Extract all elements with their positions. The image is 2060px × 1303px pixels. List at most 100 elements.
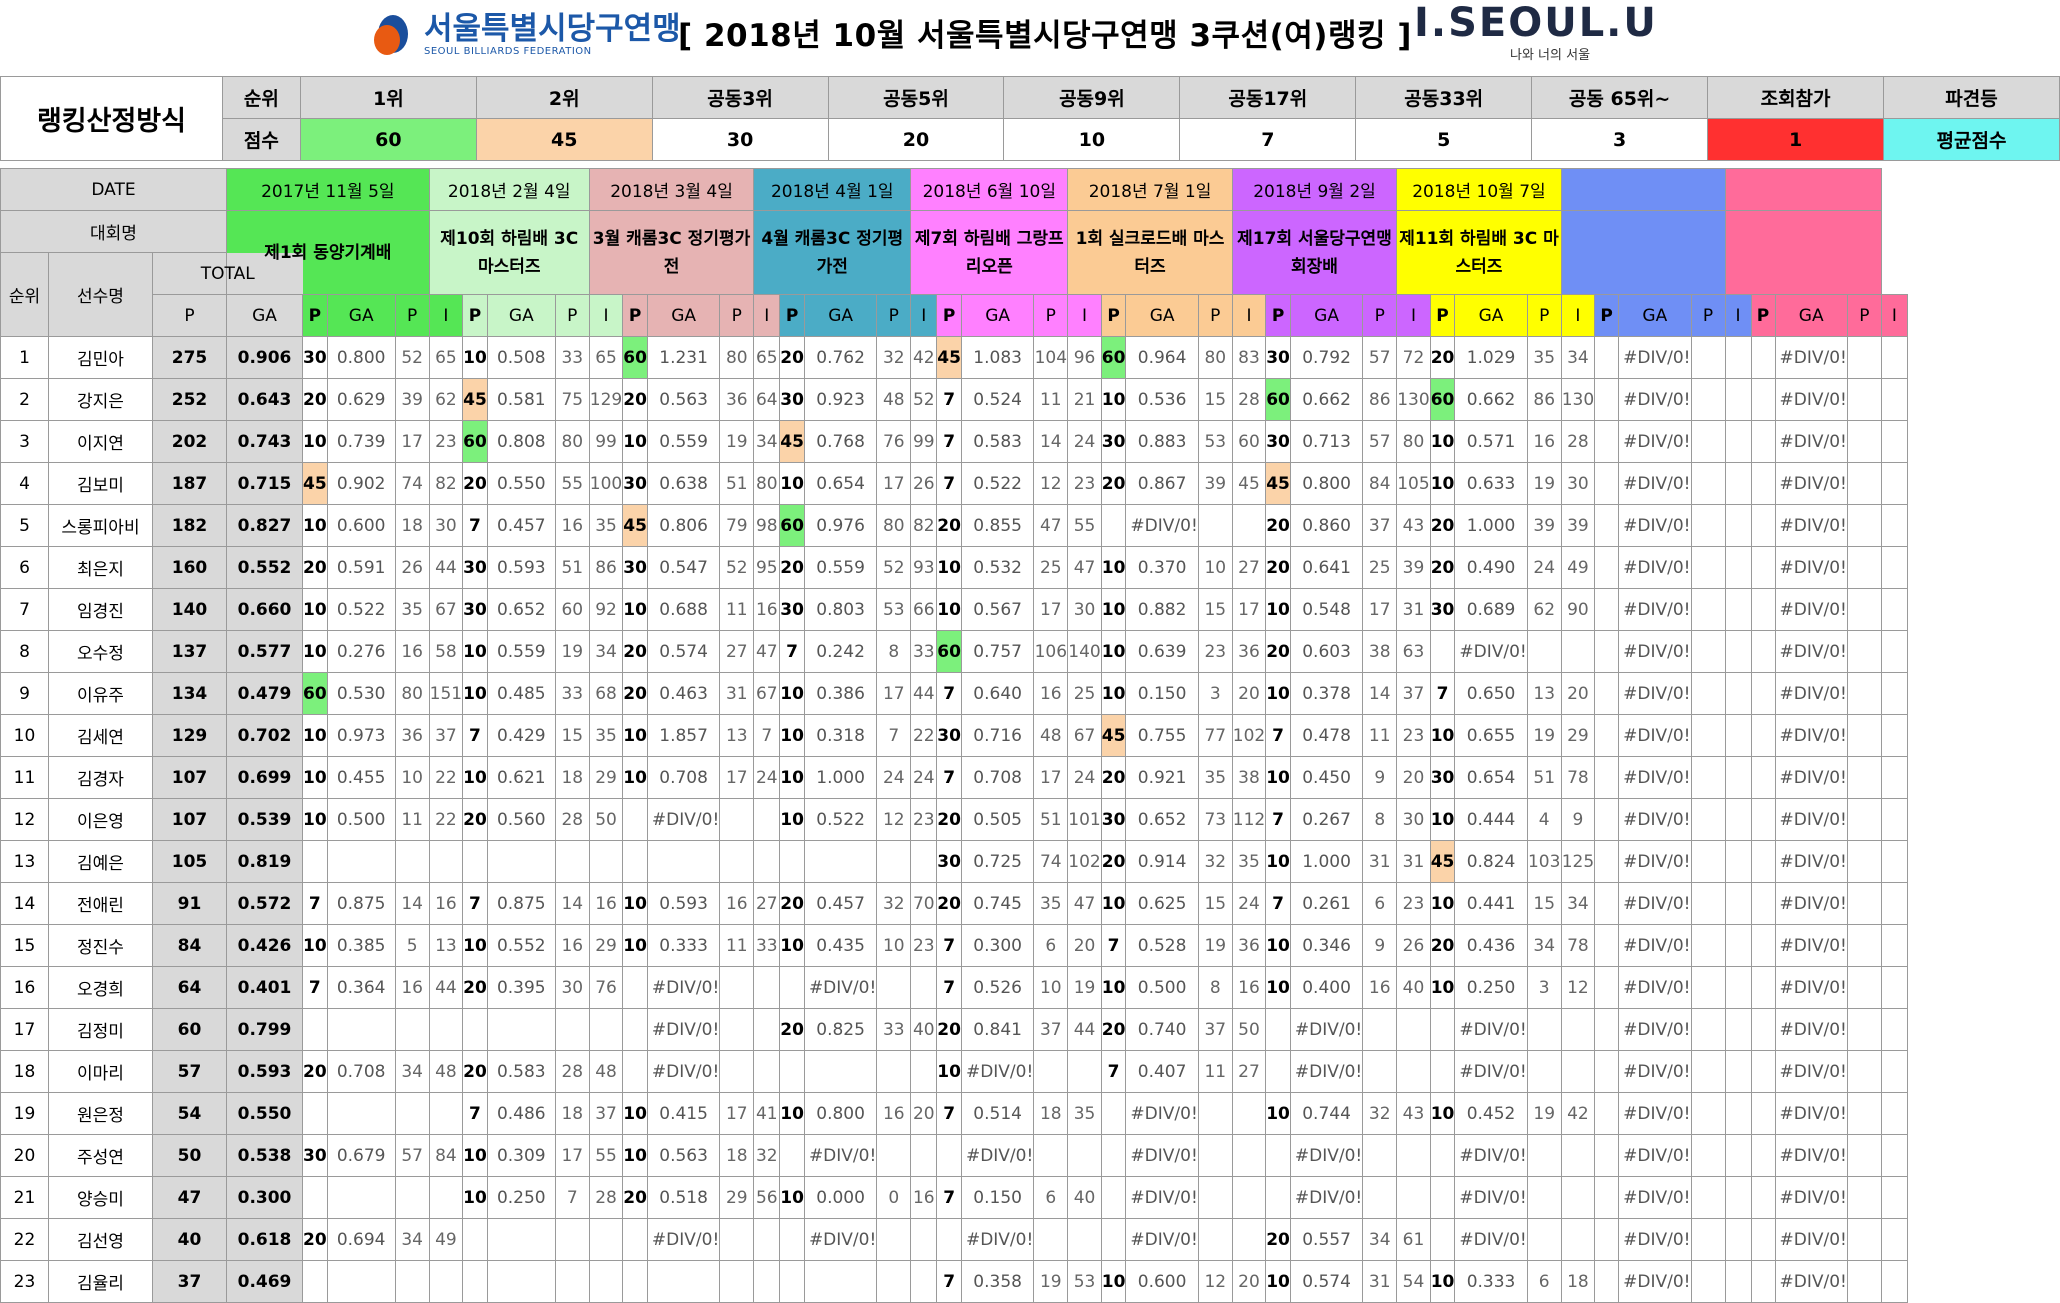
player-rank: 6 — [0, 546, 49, 589]
tournament-points: 30 — [779, 588, 805, 631]
tournament-ga: #DIV/0! — [1618, 756, 1692, 799]
total-ga: 0.469 — [226, 1260, 303, 1303]
tournament-points — [1594, 966, 1620, 1009]
player-name: 스롱피아비 — [48, 504, 153, 547]
tournament-score — [1846, 756, 1882, 799]
player-name: 이유주 — [48, 672, 153, 715]
tournament-innings: 31 — [1396, 588, 1431, 631]
page-title: [ 2018년 10월 서울특별시당구연맹 3쿠션(여)랭킹 ] — [678, 18, 1412, 54]
tournament-points: 10 — [1100, 630, 1127, 673]
tournament-points: 20 — [462, 798, 488, 841]
tournament-ga: 0.526 — [960, 966, 1035, 1009]
tournament-score — [1690, 1260, 1726, 1303]
tournament-points: 20 — [462, 966, 488, 1009]
tournament-score — [1690, 462, 1726, 505]
tournament-ga: 0.633 — [1454, 462, 1528, 505]
tournament-innings: 44 — [428, 546, 464, 589]
tournament-ga: #DIV/0! — [1774, 504, 1848, 547]
tournament-innings: 12 — [1560, 966, 1596, 1009]
tournament-ga: 0.755 — [1125, 714, 1199, 757]
tournament-points: 10 — [1100, 1260, 1127, 1303]
tournament-ga: 0.452 — [1454, 1092, 1528, 1135]
tournament-score: 30 — [554, 966, 590, 1009]
tournament-innings: 28 — [588, 1176, 624, 1219]
tournament-innings — [753, 1008, 781, 1051]
table-row: 21 양승미 47 0.300 10 0.250 7 28 20 0.518 29 56 10 0.000… — [0, 1176, 1908, 1219]
total-ga: 0.906 — [226, 336, 303, 379]
tournament-points — [1750, 672, 1776, 715]
tournament-innings — [1724, 756, 1752, 799]
tournament-score: 17 — [554, 1134, 590, 1177]
tournament-score — [1846, 1218, 1882, 1261]
tournament-points: 10 — [462, 1134, 488, 1177]
tournament-score: 55 — [554, 462, 590, 505]
tournament-points: 10 — [622, 756, 648, 799]
tournament-ga: 0.625 — [1125, 882, 1199, 925]
player-rank: 7 — [0, 588, 49, 631]
tournament-innings — [1724, 462, 1752, 505]
tournament-subheader: P — [1526, 294, 1562, 337]
tournament-innings: 105 — [1396, 462, 1431, 505]
tournament-ga: 0.242 — [803, 630, 878, 673]
tournament-name: 제11회 하림배 3C 마스터즈 — [1396, 210, 1562, 295]
tournament-innings: 67 — [1067, 714, 1102, 757]
ranking-table: DATE 2017년 11월 5일 2018년 2월 4일 2018년 3월 4일 2… — [0, 168, 1908, 1303]
tournament-points: 20 — [1429, 336, 1456, 379]
tournament-innings — [1880, 420, 1908, 463]
tournament-ga: 0.654 — [1454, 756, 1528, 799]
tournament-points: 20 — [936, 882, 962, 925]
tournament-points: 45 — [936, 336, 962, 379]
tournament-innings: 17 — [1231, 588, 1267, 631]
tournament-points: 10 — [936, 588, 962, 631]
tournament-score — [1690, 420, 1726, 463]
tournament-ga: #DIV/0! — [1774, 1176, 1848, 1219]
tournament-innings: 20 — [1560, 672, 1596, 715]
tournament-ga: 0.688 — [646, 588, 721, 631]
tournament-score: 74 — [394, 462, 430, 505]
tournament-points: 60 — [302, 672, 328, 715]
tournament-points — [1750, 966, 1776, 1009]
tournament-score: 37 — [1197, 1008, 1233, 1051]
player-name: 김선영 — [48, 1218, 153, 1261]
player-rank: 20 — [0, 1134, 49, 1177]
tournament-score — [1846, 378, 1882, 421]
tournament-innings: 47 — [1067, 546, 1102, 589]
tournament-points: 10 — [1429, 420, 1456, 463]
tournament-points — [1100, 504, 1127, 547]
tournament-innings — [1067, 1134, 1102, 1177]
tournament-score: 80 — [719, 336, 755, 379]
tournament-points: 10 — [1429, 1092, 1456, 1135]
tournament-score: 17 — [394, 420, 430, 463]
tournament-innings: 130 — [1560, 378, 1596, 421]
tournament-ga: #DIV/0! — [646, 966, 721, 1009]
tournament-points: 10 — [622, 1092, 648, 1135]
tournament-score: 32 — [1197, 840, 1233, 883]
tournament-score: 35 — [1197, 756, 1233, 799]
tournament-points — [1750, 1050, 1776, 1093]
tournament-score — [1197, 1134, 1233, 1177]
tournament-points — [1594, 798, 1620, 841]
tournament-score: 18 — [394, 504, 430, 547]
tournament-score — [719, 1260, 755, 1303]
tournament-ga — [646, 1260, 721, 1303]
tournament-points — [1594, 756, 1620, 799]
tournament-ga: 0.739 — [326, 420, 396, 463]
tournament-ga: 0.713 — [1289, 420, 1364, 463]
tournament-innings: 102 — [1067, 840, 1102, 883]
tournament-points — [1594, 420, 1620, 463]
tournament-score: 16 — [876, 1092, 912, 1135]
tournament-innings: 30 — [428, 504, 464, 547]
tournament-innings: 129 — [588, 378, 624, 421]
tournament-innings — [910, 966, 938, 1009]
tournament-score — [876, 1218, 912, 1261]
tournament-score: 34 — [1362, 1218, 1398, 1261]
tournament-score: 24 — [1526, 546, 1562, 589]
total-points: 252 — [152, 378, 227, 421]
tournament-ga: 0.530 — [326, 672, 396, 715]
tournament-innings — [1396, 1176, 1431, 1219]
tournament-ga: 0.318 — [803, 714, 878, 757]
tournament-innings: 31 — [1396, 840, 1431, 883]
rank-tier-score: 60 — [299, 118, 477, 161]
tournament-ga — [486, 1218, 556, 1261]
tournament-score: 14 — [554, 882, 590, 925]
